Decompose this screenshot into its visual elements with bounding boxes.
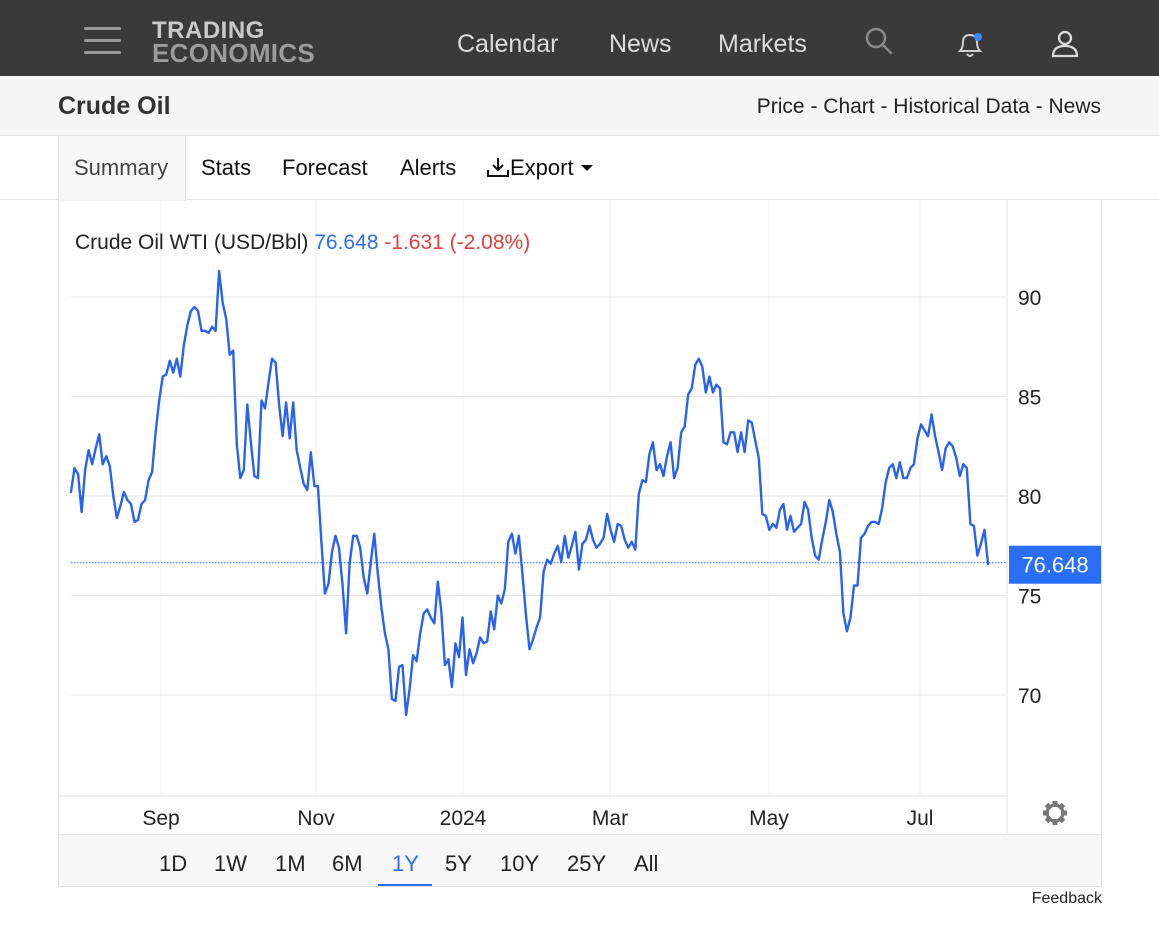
nav-news[interactable]: News (609, 30, 672, 58)
range-1d[interactable]: 1D (159, 851, 188, 876)
legend-series-name: Crude Oil WTI (USD/Bbl) (75, 231, 314, 254)
range-6m[interactable]: 6M (332, 851, 363, 876)
search-icon[interactable] (864, 26, 894, 61)
y-tick-label: 80 (1018, 486, 1041, 509)
chart-legend: Crude Oil WTI (USD/Bbl) 76.648 -1.631 (-… (75, 231, 530, 254)
range-25y[interactable]: 25Y (567, 851, 607, 876)
x-tick-label: Mar (592, 807, 628, 830)
tabs-row: Summary Stats Forecast Alerts Export (0, 136, 1159, 201)
x-tick-label: 2024 (440, 807, 487, 830)
logo[interactable]: TRADING ECONOMICS (152, 17, 316, 68)
download-icon (487, 158, 509, 177)
title-bar: Crude Oil Price - Chart - Historical Dat… (0, 76, 1159, 136)
x-tick-label: Sep (142, 807, 179, 830)
logo-line2: ECONOMICS (152, 37, 316, 68)
tab-alerts[interactable]: Alerts (400, 155, 457, 180)
legend-value: 76.648 (314, 231, 384, 254)
caret-down-icon (580, 165, 593, 171)
settings-gear-icon[interactable] (1043, 801, 1067, 825)
bell-icon[interactable] (955, 30, 985, 65)
legend-change: -1.631 (-2.08%) (384, 231, 530, 254)
y-tick-label: 85 (1018, 387, 1041, 410)
export-label: Export (510, 155, 574, 180)
x-tick-label: Nov (297, 807, 335, 830)
range-all[interactable]: All (634, 851, 659, 876)
chart-container: 70 75 80 85 90 Sep Nov 2024 Mar May Jul 76.648 Crude… (58, 200, 1102, 887)
top-nav: TRADING ECONOMICS Calendar News Markets (0, 0, 1159, 76)
range-1w[interactable]: 1W (214, 851, 247, 876)
feedback-link[interactable]: Feedback (1031, 890, 1102, 907)
user-icon[interactable] (1050, 29, 1080, 64)
x-tick-label: Jul (907, 807, 934, 830)
sub-links[interactable]: Price - Chart - Historical Data - News (756, 95, 1101, 118)
active-range-underline (378, 884, 432, 886)
range-selector: 1D 1W 1M 6M 1Y 5Y 10Y 25Y All (59, 834, 1101, 886)
y-tick-label: 70 (1018, 685, 1041, 708)
tab-forecast[interactable]: Forecast (282, 155, 368, 180)
current-value-box (1009, 545, 1101, 584)
tab-stats[interactable]: Stats (201, 155, 252, 180)
range-5y[interactable]: 5Y (445, 851, 472, 876)
series-line (69, 269, 990, 717)
menu-icon[interactable] (84, 27, 121, 55)
range-10y[interactable]: 10Y (500, 851, 540, 876)
y-tick-label: 90 (1018, 287, 1041, 310)
range-1y[interactable]: 1Y (392, 851, 419, 876)
range-1m[interactable]: 1M (275, 851, 306, 876)
nav-markets[interactable]: Markets (718, 30, 807, 58)
page-title: Crude Oil (58, 92, 171, 120)
tab-export[interactable]: Export (486, 136, 594, 200)
x-tick-label: May (749, 807, 789, 830)
y-tick-label: 75 (1018, 586, 1041, 609)
nav-calendar[interactable]: Calendar (457, 30, 559, 58)
logo-line1: TRADING (152, 17, 265, 44)
current-value-label: 76.648 (1021, 553, 1088, 578)
tab-summary[interactable]: Summary (58, 136, 186, 201)
